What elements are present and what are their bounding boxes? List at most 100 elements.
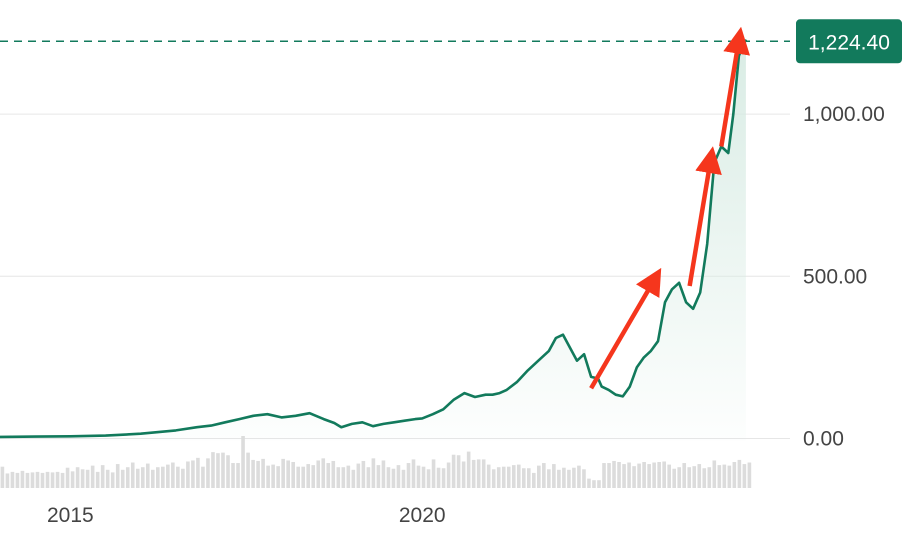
- annotation-arrow: [687, 146, 722, 287]
- price-area: [0, 39, 746, 441]
- volume-bar: [0, 466, 5, 488]
- volume-bar: [391, 468, 396, 488]
- volume-bar: [321, 458, 326, 488]
- volume-bar: [25, 472, 30, 488]
- last-price-badge: [796, 19, 902, 64]
- volume-bar: [421, 466, 426, 488]
- x-tick-label: 2020: [399, 504, 446, 527]
- volume-bar: [607, 463, 611, 488]
- volume-bar: [532, 472, 536, 488]
- volume-bar: [105, 469, 110, 488]
- volume-bar: [221, 452, 225, 488]
- volume-bar: [547, 469, 551, 488]
- volume-bar: [15, 472, 20, 488]
- volume-bar: [371, 458, 376, 488]
- volume-bar: [30, 472, 35, 488]
- volume-bar: [627, 462, 631, 488]
- volume-bar: [381, 460, 386, 488]
- volume-bar: [542, 463, 546, 488]
- volume-bar: [356, 463, 361, 488]
- volume-bar: [481, 459, 486, 488]
- volume-bar: [451, 454, 456, 488]
- volume-bar: [516, 464, 521, 488]
- volume-bar: [466, 451, 471, 488]
- volume-bar: [161, 466, 165, 488]
- volume-bar: [637, 463, 641, 488]
- volume-bar: [657, 462, 661, 488]
- volume-bar: [446, 462, 451, 488]
- volume-bar: [662, 461, 666, 488]
- volume-bar: [65, 467, 70, 488]
- volume-bar: [587, 478, 591, 488]
- volume-bar: [592, 480, 596, 488]
- volume-bar: [612, 460, 616, 488]
- volume-bar: [176, 466, 180, 488]
- volume-bar: [511, 465, 516, 488]
- volume-bar: [557, 469, 561, 488]
- volume-bar: [491, 469, 496, 488]
- volume-bar: [271, 464, 275, 488]
- volume-bar: [737, 459, 742, 488]
- volume-bar: [336, 467, 341, 488]
- volume-bar: [647, 464, 651, 488]
- volume-bar: [241, 436, 245, 488]
- volume-bar: [60, 472, 65, 488]
- volume-bar: [145, 463, 150, 488]
- volume-bar: [577, 465, 581, 488]
- volume-bar: [110, 472, 115, 488]
- volume-bar: [537, 465, 541, 488]
- volume-bar: [236, 463, 240, 488]
- volume-bar: [717, 465, 722, 488]
- annotation-arrow: [589, 267, 662, 390]
- volume-bar: [687, 467, 692, 488]
- volume-bar: [567, 469, 571, 488]
- volume-bar: [311, 465, 316, 488]
- volume-bar: [562, 467, 566, 488]
- volume-bar: [291, 462, 295, 488]
- volume-bar: [206, 458, 210, 488]
- volume-bar: [40, 472, 45, 488]
- volume-bar: [231, 463, 235, 488]
- volume-bar: [95, 471, 100, 488]
- volume-bar: [85, 469, 90, 488]
- volume-bar: [471, 459, 476, 488]
- volume-bar: [366, 467, 371, 488]
- volume-bar: [261, 458, 265, 488]
- volume-bar: [521, 468, 526, 488]
- y-tick-label: 1,000.00: [803, 103, 885, 126]
- volume-bar: [246, 452, 250, 488]
- volume-bar: [196, 457, 200, 488]
- volume-bar: [55, 471, 60, 488]
- x-tick-label: 2015: [47, 504, 94, 527]
- volume-bar: [135, 468, 140, 488]
- volume-bar: [667, 464, 671, 488]
- volume-bar: [496, 467, 501, 488]
- last-price-label: 1,224.40: [808, 31, 890, 54]
- volume-bar: [632, 466, 636, 488]
- volume-bar: [151, 469, 155, 488]
- volume-bar: [436, 467, 441, 488]
- volume-bar: [276, 466, 280, 488]
- volume-bar: [697, 464, 702, 488]
- volume-bar: [396, 465, 401, 488]
- volume-bar: [75, 467, 80, 488]
- volume-bar: [115, 464, 120, 488]
- volume-bar: [211, 452, 215, 488]
- volume-bar: [125, 467, 130, 488]
- volume-bar: [406, 463, 411, 488]
- volume-bar: [80, 469, 85, 488]
- volume-bar: [527, 468, 531, 488]
- volume-bar: [90, 465, 95, 488]
- volume-bar: [376, 465, 381, 488]
- volume-bar: [652, 462, 656, 488]
- volume-bar: [156, 467, 160, 488]
- volume-bar: [597, 480, 601, 488]
- volume-bar: [286, 460, 290, 488]
- volume-bar: [226, 455, 230, 488]
- volume-bar: [486, 464, 491, 488]
- volume-bar: [301, 466, 306, 488]
- price-line: [0, 38, 748, 439]
- volume-bar: [702, 468, 707, 488]
- y-tick-label: 0.00: [803, 428, 844, 451]
- volume-bar: [747, 462, 752, 488]
